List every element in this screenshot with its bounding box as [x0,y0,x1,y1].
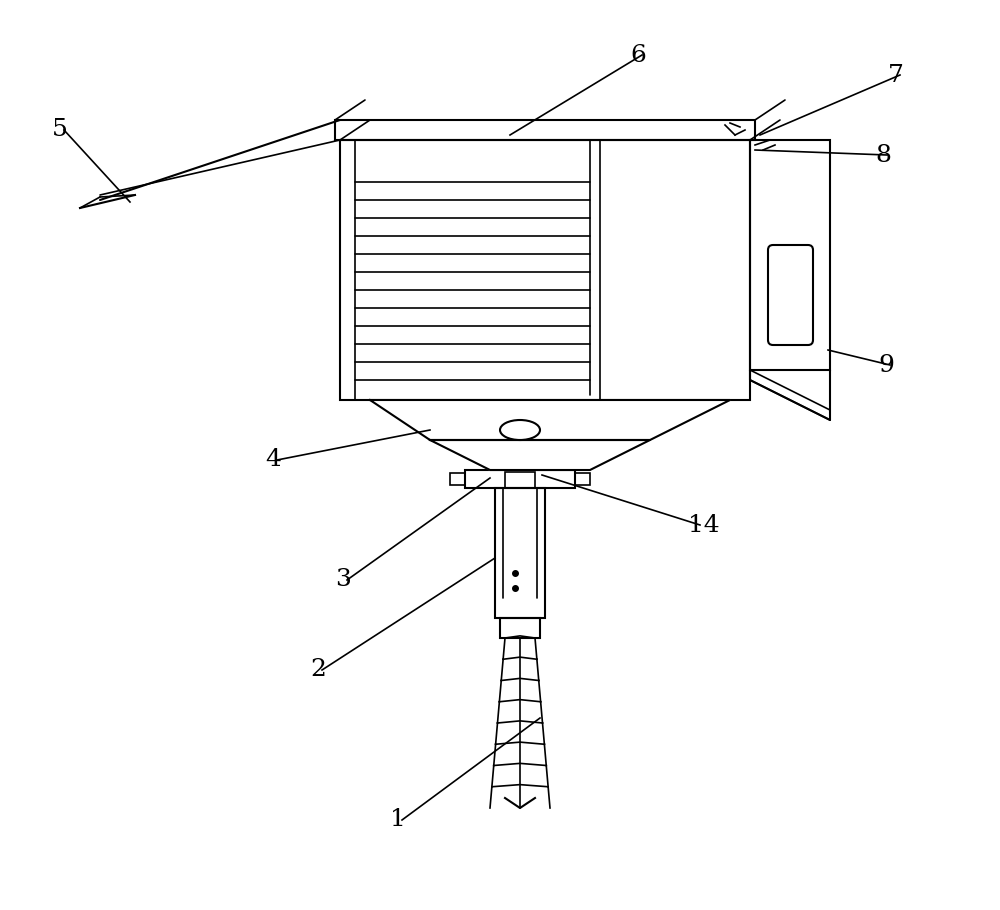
Polygon shape [370,400,730,440]
Bar [340,140,750,400]
Text: 14: 14 [688,513,720,537]
Text: 4: 4 [265,449,281,471]
Ellipse shape [500,420,540,440]
FancyBboxPatch shape [768,245,813,345]
Bar [495,488,545,618]
Bar [500,618,540,638]
Polygon shape [430,440,650,470]
Bar [465,470,575,488]
Text: 5: 5 [52,118,68,141]
Text: 6: 6 [630,44,646,66]
Text: 2: 2 [310,659,326,682]
Text: 8: 8 [875,144,891,167]
Text: 1: 1 [390,808,406,832]
Bar [505,472,535,488]
Bar [750,140,830,370]
Bar [335,120,755,140]
Bar [575,473,590,485]
Text: 3: 3 [335,569,351,592]
Bar [450,473,465,485]
Text: 7: 7 [888,64,904,86]
Text: 9: 9 [878,353,894,377]
